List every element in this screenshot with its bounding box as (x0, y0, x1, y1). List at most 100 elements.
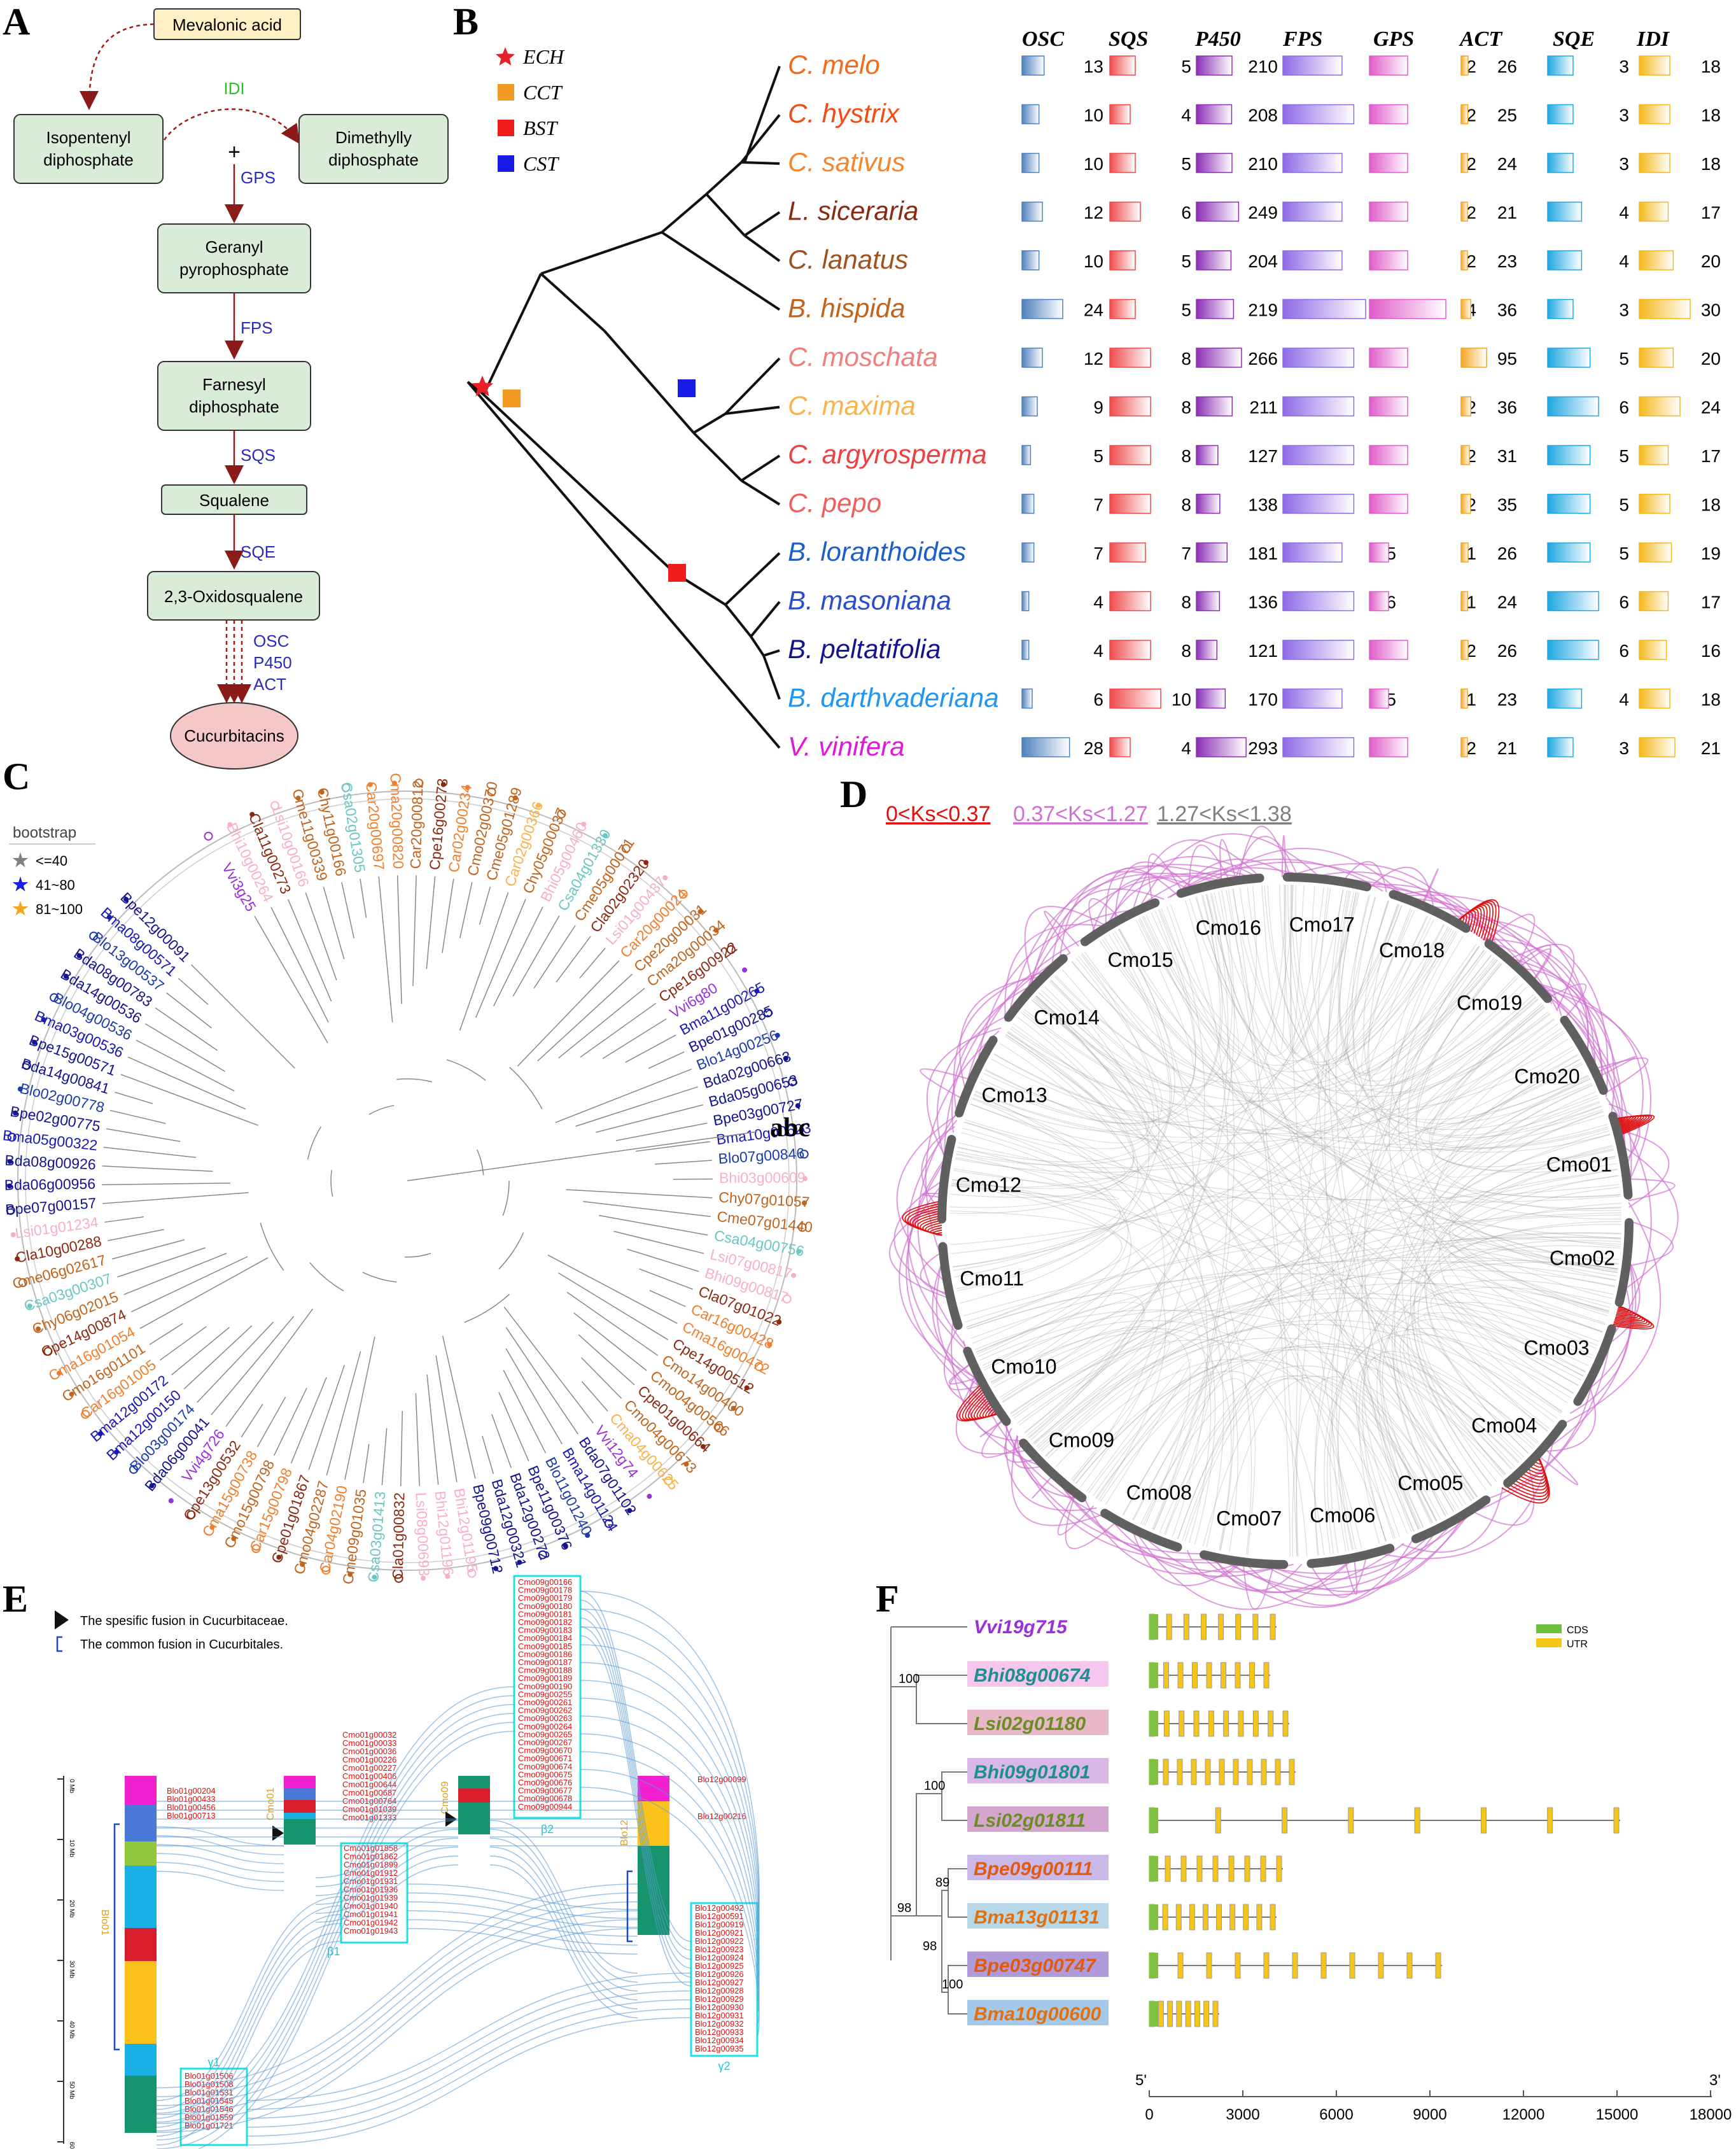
exon-7-10 (1436, 1953, 1441, 1978)
species-label-14: V. vinifera (788, 731, 905, 761)
bootstrap-star-icon-2 (13, 901, 29, 916)
gene-structure-plot: 100100988998100Vvi19g715Bhi08g00674Lsi02… (891, 1613, 1732, 2123)
exon-8-2 (1168, 2001, 1173, 2027)
tip-marker-19 (644, 861, 648, 864)
value-idi-8: 17 (1701, 446, 1721, 466)
utr-legend-swatch (1536, 1638, 1562, 1647)
value-gps-13: 1 (1466, 690, 1476, 710)
blo01-label: Blo01 (99, 1909, 110, 1936)
exon-7-7 (1350, 1953, 1355, 1978)
chromosome-arc-cmo15 (1085, 903, 1155, 941)
tip-marker-53 (563, 1544, 567, 1548)
fps-label: FPS (241, 318, 273, 337)
tree-branch (398, 875, 402, 1004)
species-label-1: C. hystrix (788, 99, 900, 129)
synteny-link (1356, 1357, 1524, 1542)
tip-marker-91 (32, 1041, 36, 1044)
gpp-box (158, 224, 311, 293)
tree-branch (150, 1323, 183, 1344)
cmo01-segment-2 (284, 1800, 316, 1813)
cmo09-segment-1 (458, 1789, 490, 1803)
value-p450-2: 210 (1248, 154, 1278, 174)
value-act-6: 95 (1497, 349, 1517, 369)
bar-idi-5 (1639, 300, 1690, 319)
bar-gps-7 (1369, 397, 1408, 416)
value-act-7: 36 (1497, 398, 1517, 418)
blo12-segment-0 (638, 1776, 669, 1801)
chromosome-label-cmo02: Cmo02 (1550, 1246, 1615, 1269)
collinear-link (580, 1591, 691, 1941)
axis-tick-label-4: 12000 (1502, 2106, 1545, 2123)
value-p450-11: 136 (1248, 593, 1278, 612)
legend-square-bst (498, 120, 514, 136)
value-sqs-0: 5 (1181, 57, 1191, 76)
value-sqe-10: 5 (1619, 544, 1629, 563)
tip-marker-67 (232, 1537, 235, 1540)
tree-branch (503, 1370, 545, 1453)
exon-1-2 (1178, 1663, 1183, 1688)
value-sqe-13: 4 (1619, 690, 1629, 710)
bar-gps-0 (1369, 56, 1408, 75)
bar-gps-6 (1369, 348, 1408, 367)
value-act-8: 31 (1497, 446, 1517, 466)
value-p450-10: 181 (1248, 544, 1278, 563)
tip-marker-1 (228, 823, 232, 827)
tree-branch (427, 1374, 438, 1484)
value-idi-12: 16 (1701, 641, 1721, 661)
ks-label-2: 1.27<Ks<1.38 (1157, 802, 1292, 826)
utr-start-7 (1149, 1953, 1158, 1978)
bar-sqe-2 (1548, 153, 1573, 172)
blo12-segment-2 (638, 1846, 669, 1935)
tip-marker-74 (99, 1431, 102, 1435)
tip-marker-34 (803, 1177, 807, 1181)
tree-branch (582, 1381, 608, 1411)
chromosome-arc-cmo11 (943, 1246, 958, 1325)
exon-2-4 (1208, 1711, 1214, 1736)
bar-osc-0 (1022, 56, 1044, 75)
gene-label-9: Car20g00812 (407, 780, 426, 869)
species-label-7: C. maxima (788, 391, 916, 421)
tip-marker-97 (108, 915, 111, 919)
tree-branch (499, 1392, 529, 1461)
exon-6-5 (1217, 1904, 1222, 1930)
common-fusion-bracket-2 (627, 1871, 633, 1941)
value-sqs-1: 4 (1181, 106, 1191, 125)
tip-marker-25 (743, 968, 746, 972)
tree-branch (482, 1436, 493, 1473)
tree-branch (178, 978, 207, 1004)
gpp-label-1: Geranyl (205, 237, 263, 257)
tree-branch (741, 162, 780, 164)
value-sqs-10: 7 (1181, 544, 1191, 563)
bar-sqs-7 (1110, 397, 1151, 416)
tree-branch (305, 892, 337, 980)
value-sqe-1: 3 (1619, 106, 1629, 125)
bar-fps-3 (1283, 202, 1342, 222)
value-idi-13: 18 (1701, 690, 1721, 710)
axis-tick-label-5: 15000 (1596, 2106, 1639, 2123)
column-header-sqe: SQE (1553, 27, 1595, 51)
bar-act-6 (1461, 348, 1487, 367)
tip-marker-56 (494, 1566, 498, 1570)
chromosome-label-cmo20: Cmo20 (1514, 1065, 1579, 1088)
ks-label-0: 0<Ks<0.37 (886, 802, 990, 826)
idi-label: IDI (223, 79, 244, 98)
legend-label-ech: ECH (522, 45, 565, 68)
bar-p450-2 (1196, 153, 1232, 172)
tree-branch (484, 395, 675, 573)
tree-branch (108, 1230, 164, 1241)
exon-3-4 (1205, 1759, 1210, 1785)
tree-branch (323, 887, 344, 959)
gene-label-34: Bhi03g00609 (719, 1169, 806, 1186)
bar-osc-3 (1022, 202, 1042, 222)
tree-branch (751, 602, 780, 637)
exon-7-2 (1207, 1953, 1212, 1978)
internal-arc (363, 1272, 396, 1282)
bar-sqe-12 (1548, 640, 1599, 659)
cmo09-label: Cmo09 (440, 1781, 451, 1814)
tree-branch (140, 1258, 268, 1328)
tip-marker-2 (250, 813, 254, 817)
synteny-link (985, 1069, 1621, 1238)
tree-branch (694, 414, 725, 433)
circular-gene-tree: Vvi3g25Bhi10g00264Cla11g00273Lsi10g00166… (2, 773, 813, 1586)
chromosome-label-cmo06: Cmo06 (1310, 1503, 1375, 1526)
